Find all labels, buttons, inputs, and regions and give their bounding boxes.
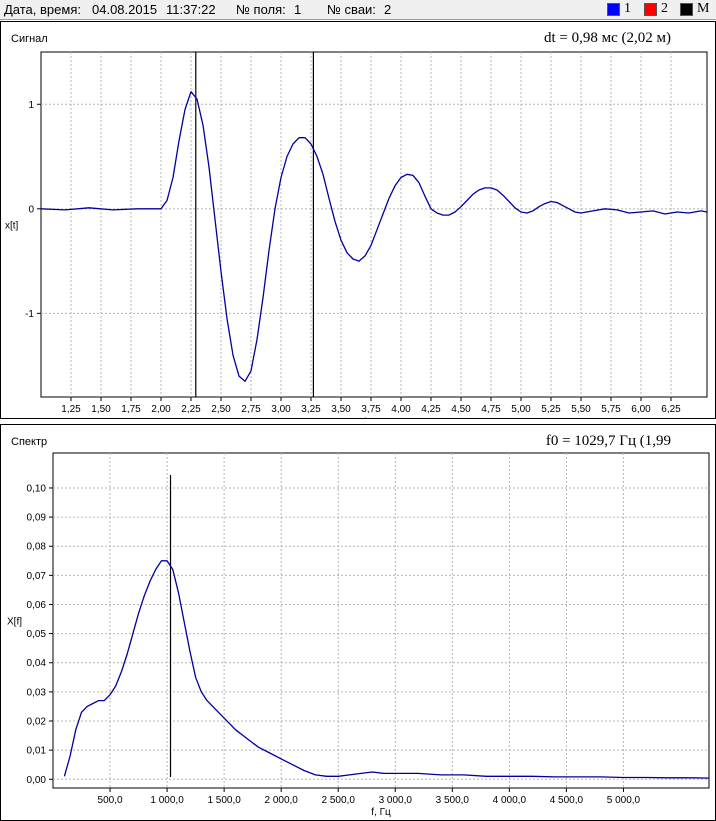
series-line [40, 91, 708, 382]
x-tick-label: 500,0 [98, 795, 123, 806]
series-line [63, 560, 710, 779]
y-tick-label: 0,02 [27, 717, 47, 728]
signal-panel: 1,25 1,50 1,75 2,00 2,25 2,50 2,75 3,00 3,25 3,50… [0, 21, 716, 419]
x-axis-label: f, Гц [371, 807, 391, 818]
x-tick-label: 2,00 [151, 404, 171, 415]
plot-area [40, 51, 708, 398]
x-tick-label: 2 500,0 [322, 795, 356, 806]
x-tick-label: 3,00 [271, 404, 291, 415]
x-tick-label: 4 000,0 [493, 795, 527, 806]
x-tick-label: 1,50 [91, 404, 111, 415]
y-tick-label: -1 [25, 309, 34, 320]
y-tick-label: 0,07 [27, 571, 47, 582]
x-tick-label: 4,75 [481, 404, 501, 415]
legend-label-m: M [697, 1, 710, 16]
legend-label-1: 1 [624, 1, 631, 16]
signal-chart[interactable]: 1,25 1,50 1,75 2,00 2,25 2,50 2,75 3,00 3,25 3,50… [1, 22, 715, 418]
x-tick-label: 2 000,0 [264, 795, 298, 806]
y-tick-label: 0,05 [27, 629, 47, 640]
y-tick-label: 0,10 [27, 483, 47, 494]
field-value: 1 [294, 2, 302, 17]
spectrum-title: Спектр [11, 436, 48, 448]
x-tick-label: 1 000,0 [150, 795, 184, 806]
spectrum-panel: 500,0 1 000,0 1 500,0 2 000,0 2 500,0 3 000,0… [0, 424, 716, 821]
y-tick-label: 0,09 [27, 513, 47, 524]
x-tick-label: 2,75 [241, 404, 261, 415]
time-value: 11:37:22 [166, 2, 216, 17]
plot-area [52, 452, 710, 789]
x-tick-label: 6,25 [661, 404, 681, 415]
y-tick-label: 0,08 [27, 542, 47, 553]
y-tick-label: 0,06 [27, 600, 47, 611]
field-label: № поля: [236, 2, 286, 17]
x-tick-label: 3 000,0 [379, 795, 413, 806]
date-value: 04.08.2015 [92, 2, 158, 17]
x-tick-label: 1,25 [61, 404, 81, 415]
x-tick-label: 3,25 [301, 404, 321, 415]
x-tick-label: 5,50 [571, 404, 591, 415]
x-tick-label: 4 500,0 [550, 795, 584, 806]
legend-swatch-m[interactable] [680, 3, 693, 16]
x-tick-label: 2,25 [181, 404, 201, 415]
x-tick-label: 5,25 [541, 404, 561, 415]
y-tick-label: 1 [28, 100, 34, 111]
x-axis-label: t, мс [364, 416, 384, 418]
x-tick-label: 3,75 [361, 404, 381, 415]
legend-swatch-1[interactable] [607, 3, 620, 16]
x-tick-label: 1,75 [121, 404, 141, 415]
x-tick-label: 3 500,0 [436, 795, 470, 806]
x-tick-label: 5,75 [601, 404, 621, 415]
header-bar: Дата, время: 04.08.2015 11:37:22 № поля:… [0, 0, 716, 20]
y-axis-label: x[t] [5, 221, 19, 232]
x-tick-label: 5,00 [511, 404, 531, 415]
y-tick-label: 0,04 [27, 658, 47, 669]
x-tick-label: 5 000,0 [607, 795, 641, 806]
y-tick-label: 0,01 [27, 746, 47, 757]
signal-title: Сигнал [11, 33, 48, 45]
x-tick-label: 2,50 [211, 404, 231, 415]
x-tick-label: 4,00 [391, 404, 411, 415]
x-tick-label: 1 500,0 [207, 795, 241, 806]
x-tick-label: 3,50 [331, 404, 351, 415]
legend-swatch-2[interactable] [644, 3, 657, 16]
y-tick-label: 0,03 [27, 687, 47, 698]
pile-label: № сваи: [327, 2, 376, 17]
pile-value: 2 [384, 2, 392, 17]
y-axis-label: X[f] [7, 617, 22, 628]
spectrum-chart[interactable]: 500,0 1 000,0 1 500,0 2 000,0 2 500,0 3 000,0… [1, 425, 715, 820]
x-tick-label: 4,25 [421, 404, 441, 415]
legend-label-2: 2 [661, 1, 668, 16]
x-tick-label: 6,00 [631, 404, 651, 415]
x-tick-label: 4,50 [451, 404, 471, 415]
spectrum-readout: f0 = 1029,7 Гц (1,99 [545, 433, 671, 449]
datetime-label: Дата, время: [4, 2, 81, 17]
y-tick-label: 0,00 [27, 775, 47, 786]
y-tick-label: 0 [28, 204, 34, 215]
signal-readout: dt = 0,98 мс (2,02 м) [543, 30, 671, 46]
